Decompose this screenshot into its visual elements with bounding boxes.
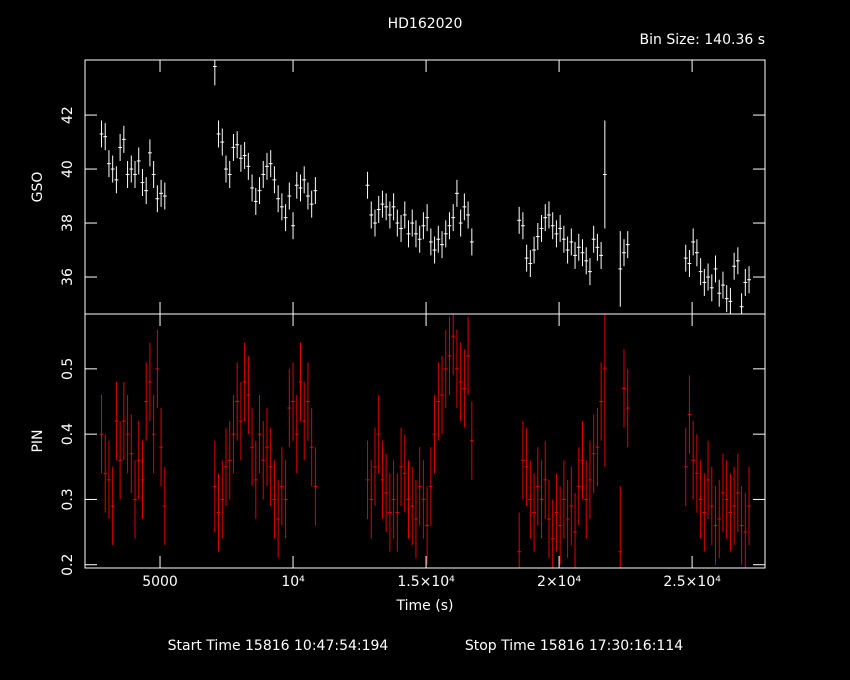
- series: [99, 60, 751, 314]
- x-tick-label: 2×10⁴: [537, 574, 581, 590]
- y-tick-label: 36: [60, 268, 76, 286]
- stop-time: Stop Time 15816 17:30:16:114: [465, 638, 683, 654]
- y-tick-label: 0.2: [60, 554, 76, 576]
- panel-frame: [84, 313, 766, 569]
- x-axis-label: Time (s): [396, 598, 454, 614]
- y-tick-label: 0.5: [60, 358, 76, 380]
- y-axis-label: PIN: [30, 429, 46, 452]
- x-tick-label: 2.5×10⁴: [663, 574, 721, 590]
- x-tick-label: 10⁴: [281, 574, 305, 590]
- y-tick-label: 40: [60, 160, 76, 178]
- chart-subtitle: Bin Size: 140.36 s: [640, 32, 765, 48]
- y-tick-label: 0.4: [60, 423, 76, 445]
- y-tick-label: 38: [60, 214, 76, 232]
- y-tick-label: 42: [60, 106, 76, 124]
- x-tick-label: 1.5×10⁴: [397, 574, 455, 590]
- x-tick-label: 5000: [142, 574, 178, 590]
- chart-title: HD162020: [388, 16, 463, 32]
- start-time: Start Time 15816 10:47:54:194: [168, 638, 389, 654]
- y-tick-label: 0.3: [60, 488, 76, 510]
- y-axis-label: GSO: [30, 172, 46, 203]
- series: [99, 314, 751, 568]
